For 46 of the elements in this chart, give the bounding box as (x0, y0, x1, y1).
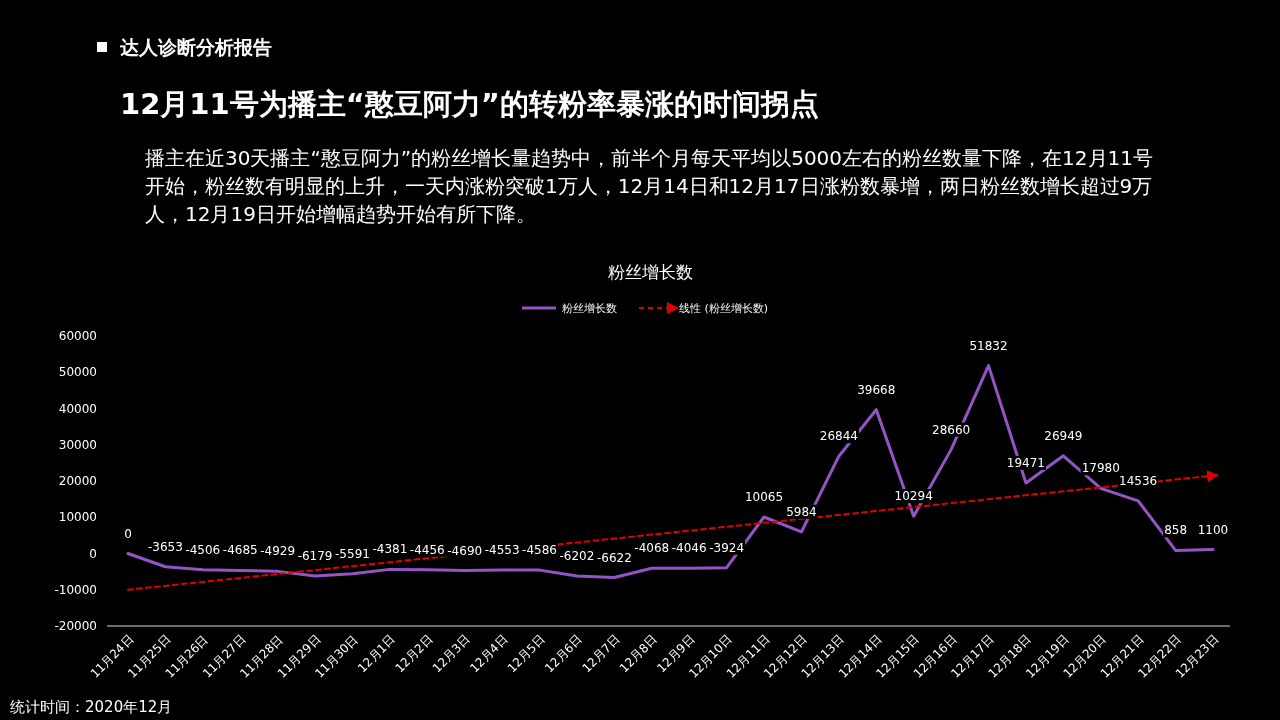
data-label: -4506 (185, 542, 221, 557)
chart-subtitle: 播主在近30天播主“憨豆阿力”的粉丝增长量趋势中，前半个月每天平均以5000左右的粉丝数量下降，在12月11号开始，粉丝数有明显的上升，一天内涨粉突破1万人，12月14日和12月17日涨粉数暴增，两日粉丝数增长超过9万人，12月19日开始增幅趋势开始有所下降。 (145, 146, 1153, 226)
data-label: 5984 (786, 504, 817, 519)
y-tick-label: 0 (89, 546, 97, 561)
data-label: 10294 (894, 489, 933, 504)
data-label: 26844 (819, 429, 858, 444)
data-label: -4068 (634, 541, 670, 556)
data-label: -6179 (297, 548, 333, 563)
data-label: -3924 (709, 540, 745, 555)
data-label: 858 (1164, 523, 1188, 538)
y-tick-label: -10000 (54, 582, 97, 597)
data-label: -4046 (671, 541, 707, 556)
data-label: -4586 (522, 543, 557, 558)
data-label: 26949 (1044, 428, 1083, 443)
data-label: -4690 (447, 543, 483, 558)
data-label: 28660 (932, 422, 971, 437)
data-label: -4381 (372, 542, 408, 557)
data-label: -4456 (409, 542, 445, 557)
chart-title: 12月11号为播主“憨豆阿力”的转粉率暴涨的时间拐点 (120, 87, 819, 121)
y-tick-label: 60000 (58, 329, 97, 343)
y-tick-label: 20000 (58, 474, 97, 488)
text: 粉丝增长数 (607, 262, 693, 282)
data-label: 14536 (1119, 473, 1158, 488)
data-label: -6202 (559, 548, 595, 563)
data-label: 51832 (969, 338, 1008, 353)
data-label: 39668 (857, 382, 896, 397)
legend-label: 粉丝增长数 (562, 302, 617, 315)
y-tick-label: 40000 (58, 401, 97, 416)
data-label: 1100 (1197, 522, 1229, 537)
y-tick-label: -20000 (54, 619, 97, 633)
legend-label: 线性 (粉丝增长数) (679, 302, 769, 315)
y-tick-label: 30000 (58, 437, 97, 452)
text: 统计时间：2020年12月 (10, 698, 173, 716)
data-label: -6622 (596, 550, 632, 565)
y-tick-label: 10000 (58, 510, 97, 525)
data-label: 10065 (744, 490, 784, 505)
data-label: -4929 (260, 544, 296, 559)
y-tick-label: 50000 (58, 365, 97, 380)
data-label: -4685 (222, 543, 258, 558)
data-label: -5591 (335, 546, 370, 561)
data-label: -4553 (484, 543, 520, 557)
data-label: 19471 (1006, 455, 1046, 470)
data-label: 17980 (1081, 461, 1120, 476)
data-label: 0 (124, 526, 132, 541)
text: 达人诊断分析报告 (119, 36, 272, 58)
data-label: -3653 (147, 539, 183, 554)
